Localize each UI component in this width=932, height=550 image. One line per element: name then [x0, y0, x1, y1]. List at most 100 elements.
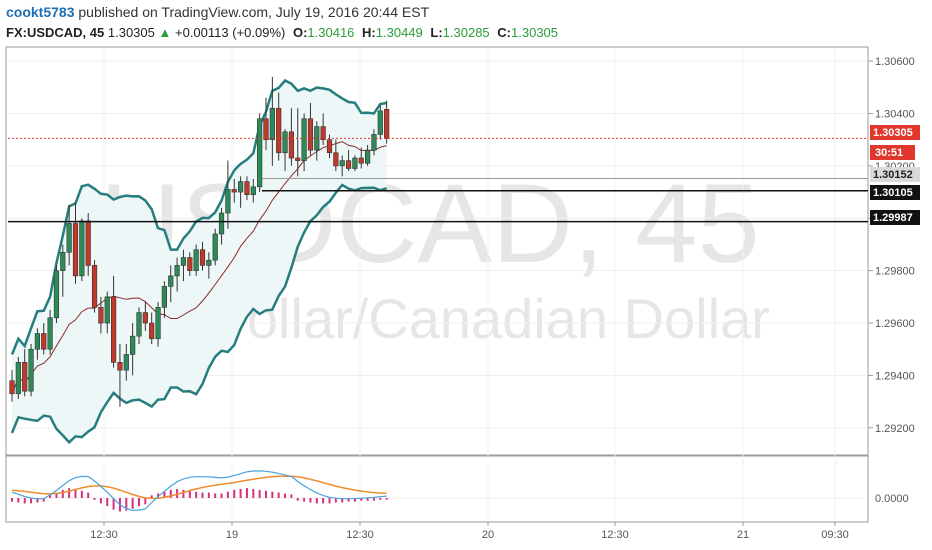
candle	[53, 265, 60, 324]
x-tick-label: 20	[482, 529, 494, 541]
author-link[interactable]: cookt5783	[6, 4, 75, 20]
candle	[276, 92, 282, 161]
candle-body	[91, 265, 98, 308]
candle-body	[295, 157, 301, 161]
candle-body	[180, 257, 187, 266]
candle-body	[66, 223, 72, 253]
candle	[142, 302, 148, 331]
candle-body	[358, 157, 364, 164]
candle	[377, 105, 383, 140]
candle	[123, 343, 129, 381]
candle-body	[301, 118, 307, 161]
candle	[149, 312, 155, 344]
open-label: O:	[292, 25, 308, 40]
candle	[98, 296, 104, 334]
high-label: H:	[362, 25, 376, 40]
close-label: C:	[497, 25, 512, 40]
candle	[199, 241, 206, 271]
x-tick-label: 09:30	[821, 529, 849, 541]
band-fill	[12, 80, 387, 443]
candle-body	[155, 307, 161, 340]
y-tick-label: 1.29800	[875, 266, 915, 278]
candle-body	[225, 189, 231, 214]
candle-body	[174, 265, 180, 277]
y-tick-label: 1.29400	[875, 370, 915, 382]
y-tick-label: 1.30400	[875, 108, 915, 120]
candle-body	[371, 134, 377, 151]
candle-body	[276, 107, 282, 154]
candle	[212, 228, 218, 266]
upper-band-line	[10, 78, 387, 355]
low-value: 1.30285	[442, 25, 490, 40]
horizontal-levels	[8, 137, 868, 223]
candle	[117, 343, 123, 407]
candle-body	[72, 223, 79, 277]
candle-body	[307, 118, 314, 151]
candle	[206, 252, 212, 279]
candle	[47, 309, 53, 355]
level1-tag-text: 1.30152	[873, 169, 913, 181]
y-tick-label: 1.29600	[875, 318, 915, 330]
candle-body	[231, 189, 237, 193]
candle-body	[212, 233, 218, 261]
level1-tag	[870, 167, 920, 182]
candle	[250, 178, 256, 203]
candle	[339, 155, 345, 177]
published-text: published on TradingView.com, July 19, 2…	[78, 4, 430, 20]
candle	[352, 155, 358, 172]
candle	[130, 323, 136, 376]
candle-body	[352, 157, 358, 169]
candle	[333, 139, 339, 172]
candle-body	[377, 110, 383, 135]
candle-body	[250, 186, 256, 195]
candle-body	[60, 252, 66, 271]
candle	[371, 129, 377, 156]
candle	[41, 323, 47, 355]
macd-axis-label: 0.0000	[875, 493, 909, 505]
candle-body	[104, 296, 110, 324]
candle-body	[161, 286, 168, 308]
countdown-tag	[870, 145, 915, 160]
candle	[225, 160, 231, 229]
candle	[174, 257, 180, 292]
level3-tag	[870, 210, 920, 225]
candle	[288, 108, 295, 166]
candle	[91, 260, 98, 313]
price-change: +0.00113 (+0.09%)	[175, 25, 286, 40]
price-axis: 1.306001.304001.302001.300001.298001.296…	[868, 56, 915, 435]
last-price-tag	[870, 125, 920, 140]
candle	[79, 218, 85, 282]
candle-body	[384, 108, 390, 139]
candle	[263, 97, 269, 151]
x-tick-label: 19	[226, 529, 238, 541]
countdown-tag-text: 30:51	[875, 147, 903, 159]
candle	[136, 307, 142, 344]
candle-body	[15, 362, 21, 395]
candle	[155, 302, 161, 347]
candle-body	[199, 249, 206, 266]
bollinger-bands	[10, 78, 387, 445]
candle	[60, 244, 66, 297]
candle-body	[244, 181, 250, 195]
candle	[257, 113, 263, 193]
candle-body	[136, 312, 142, 337]
candle-body	[218, 212, 225, 235]
candle	[104, 291, 110, 334]
candle-body	[34, 333, 40, 350]
candle-body	[41, 333, 47, 350]
candle	[282, 129, 288, 172]
candle-body	[123, 354, 129, 371]
candle-body	[79, 220, 85, 277]
candle-body	[111, 296, 117, 363]
candle-body	[339, 160, 345, 167]
level2-tag-text: 1.30105	[873, 187, 913, 199]
candle	[28, 343, 34, 397]
macd-line	[11, 470, 387, 512]
candle-body	[263, 118, 269, 140]
macd-pane-frame	[5, 455, 869, 523]
candle-body	[257, 118, 263, 188]
level3-tag-text: 1.29987	[873, 212, 913, 224]
candle-body	[364, 149, 371, 164]
candle	[295, 108, 301, 177]
